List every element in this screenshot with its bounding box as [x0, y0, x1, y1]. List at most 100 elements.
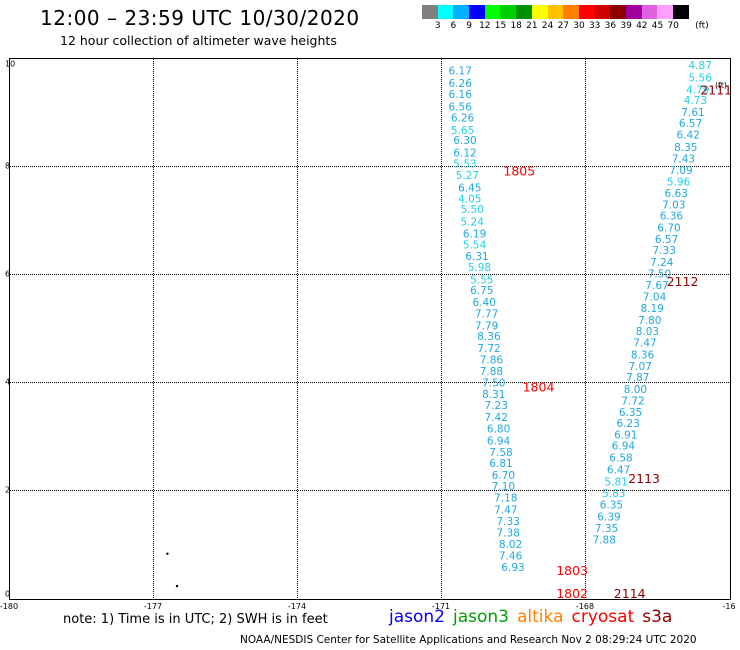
data-point-label: 6.30: [453, 135, 476, 147]
color-scale-unit: (ft): [695, 21, 709, 31]
page-subtitle: 12 hour collection of altimeter wave hei…: [60, 33, 337, 48]
data-point-label: 6.40: [473, 297, 496, 309]
data-point-label: 7.33: [653, 245, 676, 257]
data-point-label: 6.70: [657, 223, 680, 235]
color-scale-swatch: [578, 5, 595, 19]
y-grid-line: [9, 382, 729, 383]
track-id-label: 1805: [503, 163, 535, 178]
data-point-label: 6.26: [451, 112, 475, 124]
track-id-label: 2111: [700, 82, 732, 97]
color-scale-swatch: [437, 5, 454, 19]
color-scale-legend: 3 6 9 12 15 18 21 24 27 30 33 36 39 42 45 70 (ft): [422, 5, 709, 33]
data-point-label: 7.61: [681, 107, 704, 119]
satellite-legend-item: s3a: [642, 607, 673, 627]
data-point-label: 7.42: [485, 412, 508, 424]
data-point-label: 7.88: [480, 366, 503, 378]
data-point-label: 6.57: [655, 234, 678, 246]
footnote: note: 1) Time is in UTC; 2) SWH is in fe…: [63, 612, 328, 627]
data-point-label: 6.12: [453, 148, 476, 160]
data-point-label: 7.35: [595, 523, 618, 535]
data-point-label: 6.31: [465, 251, 488, 263]
track-id-label: 2113: [628, 471, 660, 486]
data-point-label: 6.57: [679, 118, 702, 130]
data-point-label: 4.87: [689, 60, 712, 72]
x-grid-line: [585, 58, 586, 598]
data-point-label: 6.75: [470, 285, 493, 297]
data-point-label: 5.65: [451, 125, 474, 137]
data-point-label: 7.07: [629, 361, 652, 373]
data-point-label: 4.79: [686, 84, 709, 96]
data-point-label: 8.19: [641, 303, 664, 315]
data-point-label: 6.56: [449, 102, 473, 114]
data-point-label: 7.50: [482, 378, 505, 390]
color-scale-swatches: [422, 5, 689, 19]
data-point-label: 6.42: [677, 130, 700, 142]
data-point-label: 6.36: [660, 211, 684, 223]
data-point-label: 8.02: [499, 539, 522, 551]
color-scale-label: 30: [573, 21, 585, 31]
color-scale-swatch: [641, 5, 658, 19]
color-scale-swatch: [453, 5, 470, 19]
data-point-label: 6.45: [458, 183, 481, 195]
data-point-label: 5.81: [605, 476, 628, 488]
color-scale-label: 70: [667, 21, 679, 31]
data-point-label: 7.18: [494, 493, 517, 505]
color-scale-label: 21: [526, 21, 538, 31]
x-tick-label: -168: [575, 602, 595, 611]
satellite-legend-item: altika: [517, 607, 564, 627]
color-scale-swatch: [531, 5, 548, 19]
data-point-label: 5.24: [461, 217, 485, 229]
color-scale-swatch: [422, 5, 438, 19]
data-point-label: 7.46: [499, 550, 523, 562]
color-scale-swatch: [516, 5, 532, 19]
x-tick-label: -171: [431, 602, 451, 611]
color-scale-label: 24: [541, 21, 554, 31]
satellite-legend-item: cryosat: [571, 607, 635, 627]
y-tick-label: 0: [5, 589, 11, 599]
color-scale-label: 39: [620, 21, 632, 31]
y-grid-line: [9, 274, 729, 275]
data-point-label: 8.31: [482, 389, 505, 401]
color-scale-swatch: [484, 5, 501, 19]
data-point-label: 6.39: [597, 511, 620, 523]
data-point-label: 7.24: [650, 257, 674, 269]
data-point-label: 5.55: [470, 274, 493, 286]
data-point-label: 7.43: [672, 153, 695, 165]
color-scale-swatch: [547, 5, 564, 19]
track-id-label: 1803: [556, 563, 588, 578]
data-point-label: 6.35: [600, 500, 623, 512]
data-point-label: 7.80: [638, 315, 661, 327]
data-point-label: 4.73: [684, 95, 707, 107]
data-point-label: 6.58: [609, 453, 632, 465]
data-point-label: 7.77: [475, 308, 498, 320]
data-point-label: 8.00: [624, 384, 647, 396]
track-id-label: 2112: [667, 274, 699, 289]
color-scale-label: 18: [510, 21, 522, 31]
data-point-label: 6.19: [463, 229, 486, 241]
data-point-label: 7.86: [480, 354, 504, 366]
color-scale-label: 3: [434, 21, 441, 31]
data-point-label: 5.98: [468, 262, 491, 274]
plot-frame: [9, 58, 731, 600]
data-point-label: 8.35: [674, 142, 697, 154]
data-point-label: 7.50: [648, 268, 671, 280]
data-point-label: 7.03: [662, 199, 685, 211]
track-id-label: 1804: [523, 379, 555, 394]
plot-area: 6.17 6.26 6.16 6.56 6.26 5.65 6.30 6.12 5.53 5.27…: [9, 58, 732, 601]
y-grid-line: [9, 166, 729, 167]
point-marker: [175, 584, 179, 588]
data-point-label: 7.58: [489, 447, 512, 459]
satellite-legend: jason2 jason3 altika cryosat s3a: [389, 607, 672, 627]
color-scale-label: 6: [450, 21, 457, 31]
data-point-label: 6.17: [449, 65, 472, 77]
x-tick-label: -180: [0, 602, 19, 611]
data-point-label: 4.05: [458, 193, 481, 205]
x-grid-line: [153, 58, 154, 598]
data-point-label: 6.91: [614, 429, 637, 441]
data-point-label: 7.72: [477, 343, 500, 355]
data-point-label: 5.56: [689, 72, 713, 84]
data-point-label: 8.03: [636, 326, 659, 338]
color-scale-label: 27: [557, 21, 570, 31]
satellite-legend-item: jason3: [453, 607, 509, 627]
data-point-label: 8.36: [477, 331, 501, 343]
